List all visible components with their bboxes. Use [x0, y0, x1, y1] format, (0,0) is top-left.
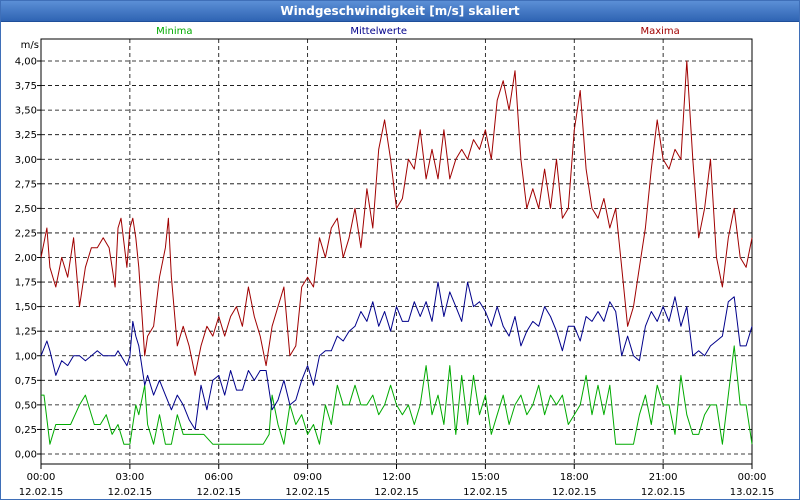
series-line-maxima	[40, 60, 753, 376]
window-title: Windgeschwindigkeit [m/s] skaliert	[1, 1, 799, 22]
y-tick-label: 1,25	[15, 327, 37, 338]
y-tick-label: 0,25	[15, 425, 37, 436]
x-tick-time-label: 06:00	[204, 472, 233, 483]
y-tick-label: 0,00	[15, 450, 37, 461]
x-tick-time-label: 03:00	[115, 472, 144, 483]
x-tick-time-label: 09:00	[293, 472, 322, 483]
y-tick-label: 3,25	[15, 130, 37, 141]
x-tick-time-label: 18:00	[560, 472, 589, 483]
series	[40, 60, 753, 445]
y-tick-label: 2,75	[15, 179, 37, 190]
series-line-mittelwerte	[40, 281, 753, 430]
series-line-minima	[41, 345, 753, 445]
x-tick-date-label: 12.02.15	[196, 487, 241, 498]
x-tick-date-label: 12.02.15	[552, 487, 597, 498]
x-tick-date-label: 12.02.15	[641, 487, 686, 498]
axes: m/s 0,00 0,25 0,50 0,75 1,00 1,25 1,50 1,75 2,00…	[15, 38, 775, 498]
x-tick-date-label: 12.02.15	[108, 487, 153, 498]
x-tick-date-label: 12.02.15	[285, 487, 330, 498]
y-axis-label: m/s	[21, 40, 39, 51]
x-tick-time-label: 15:00	[471, 472, 500, 483]
y-tick-label: 1,00	[15, 351, 37, 362]
y-tick-label: 3,00	[15, 155, 37, 166]
y-tick-label: 1,50	[15, 302, 37, 313]
x-tick-date-label: 12.02.15	[463, 487, 508, 498]
wind-speed-chart: m/s 0,00 0,25 0,50 0,75 1,00 1,25 1,50 1,75 2,00…	[15, 26, 775, 498]
x-tick-time-label: 12:00	[382, 472, 411, 483]
x-tick-time-label: 00:00	[738, 472, 767, 483]
grid	[41, 39, 752, 464]
y-tick-label: 3,50	[15, 106, 37, 117]
y-tick-label: 2,50	[15, 204, 37, 215]
x-tick-date-label: 12.02.15	[19, 487, 64, 498]
y-tick-label: 1,75	[15, 278, 37, 289]
x-tick-time-label: 00:00	[27, 472, 56, 483]
y-tick-label: 4,00	[15, 57, 37, 68]
y-tick-label: 0,50	[15, 400, 37, 411]
x-tick-time-label: 21:00	[649, 472, 678, 483]
x-tick-date-label: 13.02.15	[730, 487, 775, 498]
y-tick-label: 2,25	[15, 228, 37, 239]
legend-entry: Maxima	[640, 26, 679, 37]
y-tick-label: 0,75	[15, 376, 37, 387]
y-tick-label: 2,00	[15, 253, 37, 264]
legend-entry: Minima	[156, 26, 192, 37]
legend-entry: Mittelwerte	[350, 26, 407, 37]
y-tick-label: 3,75	[15, 81, 37, 92]
legend: Minima Mittelwerte Maxima	[156, 26, 680, 37]
x-tick-date-label: 12.02.15	[374, 487, 419, 498]
